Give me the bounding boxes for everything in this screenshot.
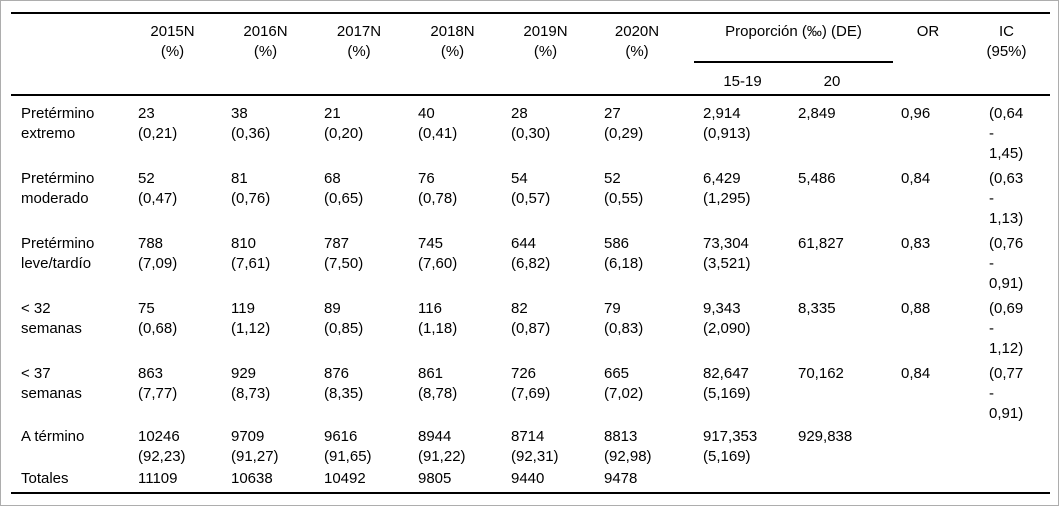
cell-ic-95: (0,63 - 1,13) bbox=[989, 170, 1024, 227]
cell-2018: 76 (0,78) bbox=[418, 170, 458, 207]
cell-2015: 11109 bbox=[138, 470, 178, 487]
cell-2018: 745 (7,60) bbox=[418, 235, 458, 272]
cell-proportion-20: 8,335 bbox=[798, 300, 836, 317]
col-header-or: OR bbox=[916, 23, 940, 40]
cell-proportion-20 bbox=[791, 461, 893, 492]
table-row: A término 10246 (92,23) 9709 (91,27) 961… bbox=[11, 421, 1050, 465]
cell-2015: 10246 (92,23) bbox=[138, 428, 186, 465]
cell-proportion-15-19: 6,429 (1,295) bbox=[703, 170, 751, 207]
cell-proportion-20: 70,162 bbox=[798, 365, 844, 382]
cell-2017: 89 (0,85) bbox=[324, 300, 364, 337]
col-header-2017: 2017N (%) bbox=[336, 23, 382, 60]
cell-proportion-15-19: 73,304 (3,521) bbox=[703, 235, 751, 272]
cell-2018: 9805 bbox=[418, 470, 452, 487]
cell-or: 0,84 bbox=[901, 170, 931, 187]
table-row: < 32 semanas 75 (0,68) 119 (1,12) 89 (0,… bbox=[11, 291, 1050, 357]
table-row: < 37 semanas 863 (7,77) 929 (8,73) 876 (… bbox=[11, 356, 1050, 422]
row-label-cell: A término bbox=[21, 428, 85, 445]
row-label-cell: < 37 semanas bbox=[21, 365, 82, 402]
table-row: Totales 11109 10638 10492 9805 9440 9478 bbox=[11, 461, 1050, 492]
subcol-header-20: 20 bbox=[823, 73, 841, 90]
cell-ic-95: (0,76 - 0,91) bbox=[989, 235, 1024, 292]
cell-2019: 54 (0,57) bbox=[511, 170, 551, 207]
cell-proportion-20: 929,838 bbox=[798, 428, 853, 445]
cell-proportion-20: 61,827 bbox=[798, 235, 844, 252]
cell-2020: 665 (7,02) bbox=[604, 365, 644, 402]
cell-2020: 8813 (92,98) bbox=[604, 428, 652, 465]
cell-proportion-20: 5,486 bbox=[798, 170, 836, 187]
cell-2018: 40 (0,41) bbox=[418, 105, 458, 142]
row-label-cell: < 32 semanas bbox=[21, 300, 82, 337]
cell-or bbox=[893, 461, 963, 492]
cell-2016: 119 (1,12) bbox=[231, 300, 271, 337]
cell-proportion-15-19: 9,343 (2,090) bbox=[703, 300, 751, 337]
cell-or: 0,96 bbox=[901, 105, 931, 122]
cell-2020: 9478 bbox=[604, 470, 638, 487]
cell-ic-95 bbox=[963, 461, 1050, 492]
subcol-header-15-19: 15-19 bbox=[723, 73, 762, 90]
preterm-birth-table: 2015N (%) 2016N (%) 2017N (%) 2018N (%) … bbox=[11, 12, 1050, 494]
cell-2017: 68 (0,65) bbox=[324, 170, 364, 207]
table-row: Pretérmino leve/tardío 788 (7,09) 810 (7… bbox=[11, 226, 1050, 292]
row-label-cell: Pretérmino leve/tardío bbox=[21, 235, 95, 272]
cell-2015: 52 (0,47) bbox=[138, 170, 178, 207]
cell-2020: 79 (0,83) bbox=[604, 300, 644, 337]
header-corner-cell bbox=[11, 14, 138, 94]
cell-or: 0,84 bbox=[901, 365, 931, 382]
row-label-cell: Pretérmino moderado bbox=[21, 170, 95, 207]
cell-2016: 10638 bbox=[231, 470, 273, 487]
cell-ic-95: (0,77 - 0,91) bbox=[989, 365, 1024, 422]
col-header-proportion-group: Proporción (‰) (DE) bbox=[694, 14, 893, 63]
cell-2019: 8714 (92,31) bbox=[511, 428, 559, 465]
row-label-cell: Pretérmino extremo bbox=[21, 105, 95, 142]
cell-ic-95: (0,64 - 1,45) bbox=[989, 105, 1024, 162]
cell-2016: 810 (7,61) bbox=[231, 235, 271, 272]
cell-ic-95: (0,69 - 1,12) bbox=[989, 300, 1024, 357]
cell-2015: 863 (7,77) bbox=[138, 365, 178, 402]
cell-2017: 787 (7,50) bbox=[324, 235, 364, 272]
cell-2015: 788 (7,09) bbox=[138, 235, 178, 272]
table-row: Pretérmino moderado 52 (0,47) 81 (0,76) … bbox=[11, 161, 1050, 227]
cell-2016: 9709 (91,27) bbox=[231, 428, 279, 465]
cell-2017: 9616 (91,65) bbox=[324, 428, 372, 465]
cell-2016: 38 (0,36) bbox=[231, 105, 271, 142]
cell-proportion-20: 2,849 bbox=[798, 105, 836, 122]
cell-or: 0,83 bbox=[901, 235, 931, 252]
cell-2016: 81 (0,76) bbox=[231, 170, 271, 207]
col-header-2020: 2020N (%) bbox=[614, 23, 660, 60]
cell-2018: 116 (1,18) bbox=[418, 300, 458, 337]
row-label-cell: Totales bbox=[21, 470, 69, 487]
cell-2015: 23 (0,21) bbox=[138, 105, 178, 142]
col-header-2019: 2019N (%) bbox=[523, 23, 568, 60]
cell-2017: 876 (8,35) bbox=[324, 365, 364, 402]
cell-or: 0,88 bbox=[901, 300, 931, 317]
cell-2020: 27 (0,29) bbox=[604, 105, 644, 142]
cell-2018: 861 (8,78) bbox=[418, 365, 458, 402]
table-header: 2015N (%) 2016N (%) 2017N (%) 2018N (%) … bbox=[11, 14, 1050, 96]
col-header-2018: 2018N (%) bbox=[430, 23, 475, 60]
cell-2019: 644 (6,82) bbox=[511, 235, 551, 272]
cell-2018: 8944 (91,22) bbox=[418, 428, 466, 465]
col-header-ic-95: IC (95%) bbox=[986, 23, 1027, 60]
cell-2019: 28 (0,30) bbox=[511, 105, 551, 142]
col-header-2016: 2016N (%) bbox=[243, 23, 288, 60]
cell-2017: 10492 bbox=[324, 470, 366, 487]
cell-2020: 586 (6,18) bbox=[604, 235, 644, 272]
cell-2019: 82 (0,87) bbox=[511, 300, 551, 337]
cell-proportion-15-19: 917,353 (5,169) bbox=[703, 428, 758, 465]
cell-2019: 9440 bbox=[511, 470, 545, 487]
cell-2016: 929 (8,73) bbox=[231, 365, 271, 402]
cell-2019: 726 (7,69) bbox=[511, 365, 551, 402]
col-header-2015: 2015N (%) bbox=[150, 23, 195, 60]
cell-proportion-15-19 bbox=[694, 461, 791, 492]
cell-2015: 75 (0,68) bbox=[138, 300, 178, 337]
table-body: Pretérmino extremo 23 (0,21) 38 (0,36) 2… bbox=[11, 96, 1050, 492]
table-row: Pretérmino extremo 23 (0,21) 38 (0,36) 2… bbox=[11, 96, 1050, 162]
cell-2020: 52 (0,55) bbox=[604, 170, 644, 207]
cell-proportion-15-19: 2,914 (0,913) bbox=[703, 105, 751, 142]
cell-2017: 21 (0,20) bbox=[324, 105, 364, 142]
cell-proportion-15-19: 82,647 (5,169) bbox=[703, 365, 751, 402]
